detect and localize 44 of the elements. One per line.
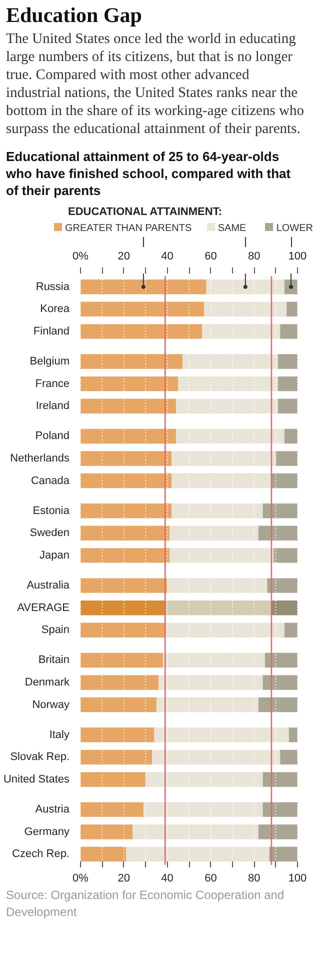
y-tick-label: Norway — [32, 698, 70, 711]
y-tick-label: Netherlands — [10, 452, 70, 464]
y-tick-label: Denmark — [24, 676, 70, 688]
x2-tick-label: 60 — [204, 250, 217, 262]
legend-label: GREATER THAN PARENTS — [64, 222, 192, 236]
y-tick-label: United States — [3, 773, 70, 786]
x-tick-label: 80 — [248, 872, 260, 884]
x-tick-label: 100 — [288, 872, 307, 884]
y-tick-label: Germany — [24, 826, 70, 838]
source-note: Source: Organization for Economic Cooperation and Development — [6, 887, 286, 922]
x2-tick-label: 0% — [72, 250, 89, 262]
y-tick-label: Australia — [26, 580, 70, 592]
y-tick-label: Belgium — [30, 356, 70, 368]
chart-title: Education Gap — [6, 2, 142, 29]
x2-tick-label: 40 — [161, 250, 174, 262]
y-tick-label: Korea — [40, 303, 70, 316]
x2-tick-label: 20 — [118, 250, 130, 262]
chart-subtitle: The United States once led the world in educating large numbers of its citizens, but that is no longer true. Compared with most other advanced industrial nations, the United States ranks near the bottom in the share of its working-age citizens who surpass the educational attainment of their parents. — [6, 30, 305, 138]
y-tick-label: Japan — [40, 549, 70, 562]
x-tick-label: 0% — [72, 872, 89, 884]
y-tick-label: Italy — [49, 728, 70, 741]
x-tick-label: 40 — [161, 872, 174, 884]
y-tick-label: Slovak Rep. — [10, 751, 70, 764]
y-tick-label: Canada — [30, 474, 70, 487]
y-tick-label: Russia — [36, 280, 70, 293]
y-tick-label: Austria — [35, 804, 70, 816]
legend-title: EDUCATIONAL ATTAINMENT: — [68, 205, 222, 220]
legend-label: SAME — [216, 222, 246, 236]
x2-tick-label: 100 — [288, 250, 307, 262]
y-tick-label: Poland — [35, 430, 70, 442]
y-tick-label: Finland — [33, 325, 70, 338]
y-tick-label: Ireland — [36, 400, 70, 412]
y-tick-label: France — [35, 378, 70, 390]
text: Educational attainment of 25 to 64-year-olds who have finished school, compared with that of their parents — [6, 148, 292, 199]
legend-label: LOWER — [275, 222, 313, 236]
x-tick-label: 20 — [118, 872, 130, 884]
y-tick-label: AVERAGE — [17, 602, 70, 614]
y-tick-label: Spain — [41, 624, 70, 636]
x2-tick-label: 80 — [248, 250, 260, 262]
y-tick-label: Sweden — [30, 527, 70, 540]
x-tick-label: 60 — [204, 872, 217, 884]
y-tick-label: Czech Rep. — [12, 848, 70, 860]
y-tick-label: Britain — [38, 654, 70, 666]
y-tick-label: Estonia — [32, 504, 70, 517]
